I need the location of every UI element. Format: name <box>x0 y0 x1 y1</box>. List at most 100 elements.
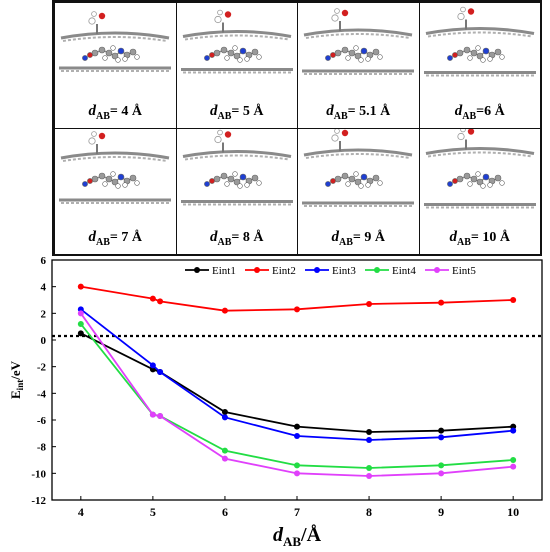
data-point-eint2 <box>157 298 164 305</box>
structure-panel-p8: dAB= 10 Å <box>418 128 541 255</box>
molecular-structure-image <box>302 129 414 207</box>
data-point-eint3 <box>510 427 517 434</box>
panel-label-subscript: AB <box>333 111 348 122</box>
data-point-eint2 <box>294 306 300 313</box>
panel-distance-label: dAB= 9 Å <box>298 229 419 248</box>
data-point-eint5 <box>294 470 300 477</box>
panel-distance-label: dAB=6 Å <box>420 103 541 122</box>
data-point-eint4 <box>438 462 445 469</box>
y-tick-label: -10 <box>31 468 46 480</box>
structure-panel-p4: dAB=6 Å <box>418 2 541 129</box>
data-point-eint4 <box>221 447 228 454</box>
data-point-eint3 <box>221 414 228 421</box>
y-tick-label: 6 <box>41 256 47 267</box>
y-tick-label: 4 <box>41 282 47 294</box>
data-point-eint1 <box>77 330 84 337</box>
molecular-structure-image <box>180 9 293 74</box>
panel-label-subscript: AB <box>96 111 110 122</box>
structure-panel-p2: dAB= 5 Å <box>175 2 298 129</box>
panel-label-value: = 9 Å <box>352 230 385 246</box>
panel-label-value: = 5 Å <box>231 104 264 120</box>
panel-distance-label: dAB= 5.1 Å <box>298 103 419 122</box>
legend-marker <box>254 267 260 273</box>
data-point-eint2 <box>510 297 517 303</box>
panel-distance-label: dAB= 4 Å <box>55 103 176 122</box>
legend-marker <box>194 267 200 273</box>
data-point-eint2 <box>221 307 228 314</box>
y-tick-label: 2 <box>41 308 47 320</box>
y-tick-label: -2 <box>37 362 47 374</box>
panel-label-subscript: AB <box>339 237 353 248</box>
x-tick-label: 10 <box>507 505 519 519</box>
series-line-eint1 <box>80 332 514 433</box>
panel-label-value: =6 Å <box>476 104 505 120</box>
panel-label-symbol: d <box>449 229 458 246</box>
x-tick-label: 5 <box>150 505 156 519</box>
legend-marker <box>374 267 380 273</box>
structure-panel-p1: dAB= 4 Å <box>54 2 177 129</box>
structure-panel-p5: dAB= 7 Å <box>54 128 177 255</box>
panel-label-subscript: AB <box>217 237 232 248</box>
data-point-eint3 <box>438 434 445 441</box>
data-point-eint2 <box>149 295 156 302</box>
data-point-eint1 <box>366 429 373 435</box>
data-point-eint2 <box>77 283 84 290</box>
panel-label-symbol: d <box>210 229 218 246</box>
legend-label: Eint4 <box>392 265 416 277</box>
y-tick-label: -4 <box>37 388 47 400</box>
legend-marker <box>434 267 440 273</box>
structure-panel-p7: dAB= 9 Å <box>297 128 420 255</box>
molecular-structure-image <box>302 8 414 75</box>
panel-label-subscript: AB <box>217 111 232 122</box>
panel-label-symbol: d <box>88 229 97 246</box>
panel-label-symbol: d <box>331 229 340 246</box>
y-tick-label: -8 <box>37 442 47 454</box>
x-axis-label: dAB/Å <box>273 523 322 549</box>
legend-marker <box>314 267 320 273</box>
molecular-structure-image <box>59 131 171 204</box>
series-line-eint4 <box>80 323 514 469</box>
panel-label-value: = 10 Å <box>470 230 510 246</box>
panel-label-value: = 7 Å <box>109 230 142 246</box>
panel-distance-label: dAB= 7 Å <box>55 229 176 248</box>
data-point-eint4 <box>294 462 300 469</box>
panel-label-subscript: AB <box>462 111 477 122</box>
series-line-eint5 <box>80 312 514 477</box>
structure-panel-p3: dAB= 5.1 Å <box>297 2 420 129</box>
panel-label-subscript: AB <box>96 237 110 248</box>
legend-label: Eint5 <box>452 265 476 277</box>
data-point-eint1 <box>438 427 445 434</box>
panel-distance-label: dAB= 10 Å <box>420 229 541 248</box>
legend-label: Eint2 <box>272 265 296 277</box>
panel-label-value: = 5.1 Å <box>347 104 391 120</box>
data-point-eint1 <box>294 423 300 430</box>
panel-distance-label: dAB= 5 Å <box>177 103 298 122</box>
data-point-eint5 <box>149 411 156 418</box>
y-tick-label: 0 <box>41 335 47 347</box>
data-point-eint5 <box>366 473 373 479</box>
panel-distance-label: dAB= 8 Å <box>177 229 298 248</box>
molecular-structure-image <box>180 129 293 206</box>
data-point-eint5 <box>221 455 228 462</box>
panel-label-symbol: d <box>210 103 218 120</box>
data-point-eint3 <box>149 362 156 369</box>
panel-label-symbol: d <box>454 103 463 120</box>
x-tick-label: 8 <box>366 505 372 519</box>
interaction-energy-chart: -12 -10 -8 -6 -4 -2 0 2 4 6 4 5 6 7 8 9 10 Eint1 Eint2 Eint… <box>8 256 543 549</box>
y-tick-label: -12 <box>31 495 46 507</box>
x-tick-label: 7 <box>294 505 300 519</box>
data-point-eint5 <box>77 310 84 317</box>
legend-label: Eint1 <box>212 265 236 277</box>
panel-label-value: = 8 Å <box>231 230 264 246</box>
molecular-structure-image <box>59 11 171 72</box>
x-tick-label: 9 <box>438 505 444 519</box>
x-tick-label: 6 <box>222 505 228 519</box>
data-point-eint3 <box>157 369 164 375</box>
data-point-eint2 <box>366 301 373 307</box>
data-point-eint5 <box>438 470 445 477</box>
data-point-eint3 <box>294 433 300 439</box>
y-tick-label: -6 <box>37 415 47 427</box>
molecular-structure-image <box>423 129 536 209</box>
panel-label-symbol: d <box>88 103 97 120</box>
panel-label-subscript: AB <box>457 237 471 248</box>
